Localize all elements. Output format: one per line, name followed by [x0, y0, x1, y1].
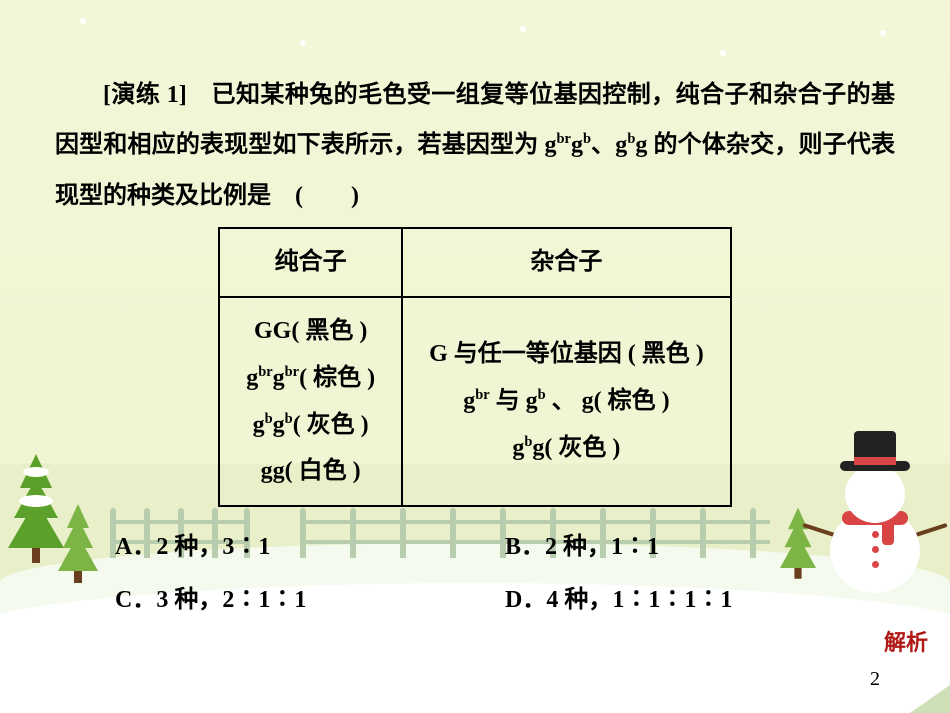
snow-dot	[300, 40, 306, 46]
analysis-link[interactable]: 解析	[884, 625, 928, 657]
snow-dot	[720, 50, 726, 56]
heterozygote-cell: G 与任一等位基因 ( 黑色 ) gbr 与 gb 、 g( 棕色 ) gbg(…	[402, 297, 731, 506]
option-c: C．3 种，2∶1∶1	[115, 574, 505, 627]
homozygote-cell: GG( 黑色 ) gbrgbr( 棕色 ) gbgb( 灰色 ) gg( 白色 …	[219, 297, 402, 506]
question-paragraph: [演练 1] 已知某种兔的毛色受一组复等位基因控制，纯合子和杂合子的基因型和相应…	[55, 70, 895, 221]
slide-stage: [演练 1] 已知某种兔的毛色受一组复等位基因控制，纯合子和杂合子的基因型和相应…	[0, 0, 950, 713]
snow-dot	[520, 26, 526, 32]
page-curl-icon	[910, 685, 950, 713]
page-number: 2	[870, 668, 880, 691]
table-header: 杂合子	[402, 228, 731, 297]
table-header-row: 纯合子 杂合子	[219, 228, 730, 297]
genotype-table: 纯合子 杂合子 GG( 黑色 ) gbrgbr( 棕色 ) gbgb( 灰色 )…	[218, 227, 731, 507]
content-area: [演练 1] 已知某种兔的毛色受一组复等位基因控制，纯合子和杂合子的基因型和相应…	[55, 70, 895, 627]
options-block: A．2 种，3∶1 B．2 种，1∶1 C．3 种，2∶1∶1 D．4 种，1∶…	[55, 521, 895, 627]
option-b: B．2 种，1∶1	[505, 521, 895, 574]
exercise-label: [演练 1]	[103, 82, 187, 108]
snow-dot	[880, 30, 886, 36]
table-header: 纯合子	[219, 228, 402, 297]
snow-dot	[80, 18, 86, 24]
answer-blank: ( )	[295, 183, 359, 209]
option-a: A．2 种，3∶1	[115, 521, 505, 574]
table-row: GG( 黑色 ) gbrgbr( 棕色 ) gbgb( 灰色 ) gg( 白色 …	[219, 297, 730, 506]
option-d: D．4 种，1∶1∶1∶1	[505, 574, 895, 627]
